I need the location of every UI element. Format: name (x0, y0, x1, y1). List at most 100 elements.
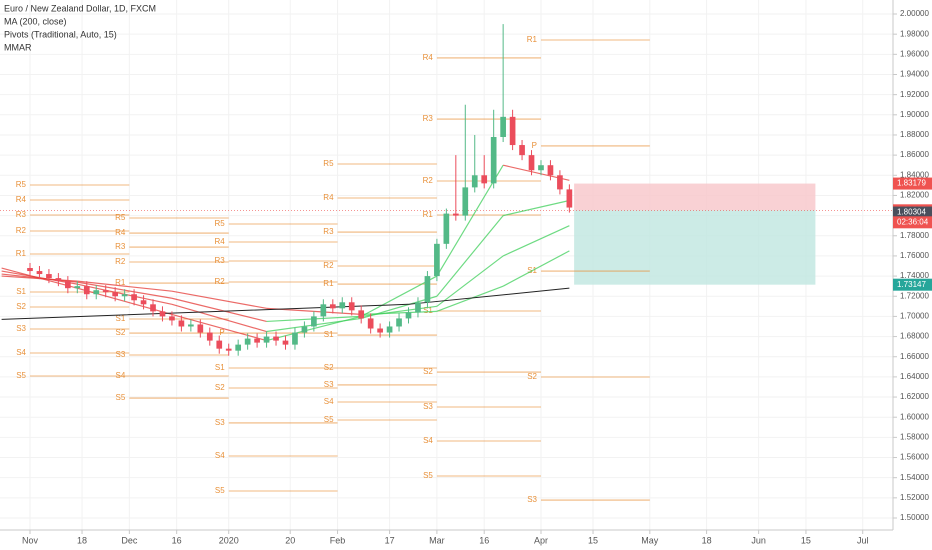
pivot-label: R1 (16, 249, 27, 258)
candle-body (566, 189, 573, 208)
candle-body (121, 294, 128, 297)
candle-body (329, 304, 336, 309)
pivot-label: S5 (423, 471, 433, 480)
y-tick-label: 1.76000 (900, 251, 929, 260)
ribbon-segment (77, 280, 173, 292)
y-tick-label: 1.68000 (900, 332, 929, 341)
x-tick-label: 2020 (219, 535, 239, 545)
candle-body (452, 213, 459, 216)
y-tick-label: 1.74000 (900, 271, 929, 280)
candle-body (434, 243, 440, 277)
pivot-label: S1 (116, 314, 126, 323)
candle-body (547, 165, 554, 176)
candle-body (235, 344, 242, 351)
candle-body (216, 340, 223, 349)
candle-body (320, 304, 327, 317)
y-tick-label: 1.96000 (900, 49, 929, 58)
candle-body (443, 213, 450, 244)
target-zone (574, 210, 816, 285)
candle-body (244, 338, 251, 345)
y-tick-label: 1.78000 (900, 231, 929, 240)
pivot-label: S2 (423, 367, 433, 376)
x-tick-label: May (641, 535, 659, 545)
candle-body (358, 310, 365, 319)
ribbon-segment (502, 225, 570, 257)
x-tick-label: Mar (429, 535, 445, 545)
candle-body (225, 348, 232, 351)
stop-zone (574, 183, 816, 211)
candle-body (65, 281, 71, 289)
y-tick-label: 1.62000 (900, 392, 929, 401)
candle-body (471, 175, 478, 188)
study-label: MMAR (4, 42, 32, 52)
ribbon-segment (171, 303, 267, 333)
pivot-label: R2 (115, 257, 126, 266)
candle-body (557, 175, 563, 190)
pivot-label: R2 (214, 277, 225, 286)
candle-body (386, 326, 393, 333)
candle-body (538, 165, 544, 171)
y-tick-label: 1.90000 (900, 110, 929, 119)
y-tick-label: 1.54000 (900, 473, 929, 482)
candle-body (263, 336, 270, 343)
y-tick-label: 1.84000 (900, 170, 929, 179)
ma-line (1, 287, 570, 320)
pivot-label: S2 (527, 372, 537, 381)
x-tick-label: Apr (534, 535, 548, 545)
candle-body (405, 312, 412, 319)
pivot-label: P (532, 141, 537, 150)
candle-body (273, 336, 279, 341)
ribbon-segment (171, 297, 267, 323)
y-tick-label: 1.98000 (900, 29, 929, 38)
pivot-label: R1 (323, 279, 334, 288)
x-tick-label: 16 (479, 535, 489, 545)
price-label: 1.73147 (897, 280, 926, 289)
y-tick-label: 1.86000 (900, 150, 929, 159)
chart-title: Euro / New Zealand Dollar, 1D, FXCM (4, 3, 156, 13)
candle-body (102, 290, 109, 293)
pivot-label: R4 (214, 237, 225, 246)
candle-body (311, 316, 317, 327)
study-label: Pivots (Traditional, Auto, 15) (4, 29, 117, 39)
candle-body (150, 304, 156, 312)
candle-body (282, 340, 289, 345)
pivot-label: S3 (324, 380, 334, 389)
pivot-label: S3 (215, 418, 225, 427)
pivot-label: P (219, 328, 224, 337)
pivot-label: S2 (215, 383, 225, 392)
pivot-label: S3 (423, 402, 433, 411)
pivot-label: S2 (116, 328, 126, 337)
pivot-label: S4 (324, 397, 334, 406)
pivot-label: S2 (16, 302, 26, 311)
pivot-label: S1 (215, 363, 225, 372)
countdown: 02:36:04 (897, 217, 929, 226)
pivot-label: S4 (215, 451, 225, 460)
pivot-label: S3 (16, 324, 26, 333)
x-tick-label: 20 (285, 535, 295, 545)
ribbon-segment (502, 250, 570, 287)
pivot-label: R4 (16, 195, 27, 204)
candle-body (396, 318, 402, 327)
y-tick-label: 1.88000 (900, 130, 929, 139)
pivot-label: S1 (16, 287, 26, 296)
candle-body (415, 302, 421, 313)
x-tick-label: 18 (702, 535, 712, 545)
pivot-label: S2 (324, 363, 334, 372)
candle-body (197, 324, 204, 333)
candle-body (188, 324, 194, 327)
pivot-label: R5 (214, 219, 225, 228)
y-tick-label: 1.64000 (900, 372, 929, 381)
pivot-label: R1 (527, 35, 538, 44)
candle-body (490, 136, 497, 184)
candle-body (509, 116, 516, 146)
pivot-label: R4 (115, 228, 126, 237)
candle-body (481, 175, 488, 184)
study-label: MA (200, close) (4, 16, 67, 26)
price-label-box (893, 278, 932, 291)
price-label-box (893, 206, 932, 219)
x-tick-label: 17 (385, 535, 395, 545)
candle-body (292, 332, 298, 345)
pivot-label: S5 (324, 415, 334, 424)
candle-body (528, 155, 535, 171)
